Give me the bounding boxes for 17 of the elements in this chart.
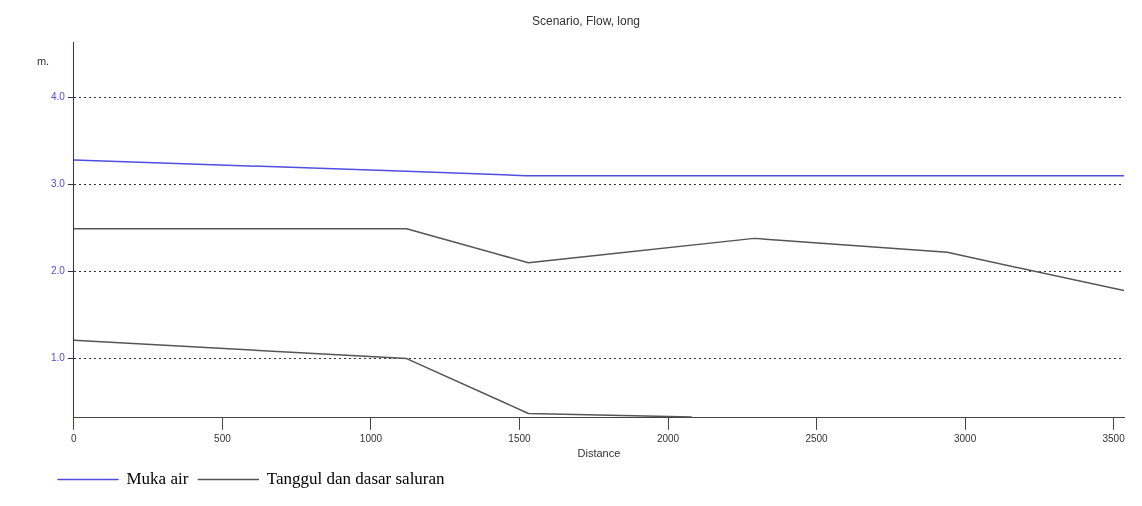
y-axis-title: m. — [36, 55, 50, 68]
chart-title: Scenario, Flow, long — [531, 13, 641, 28]
y-tick-label: 1.0 — [51, 352, 66, 364]
x-tick-label: 1000 — [359, 432, 383, 444]
legend-label: Tanggul dan dasar saluran — [266, 468, 446, 488]
x-tick-label: 3500 — [1102, 432, 1126, 444]
y-tick-label: 4.0 — [51, 91, 66, 103]
x-tick-label: 500 — [214, 432, 232, 444]
y-tick-label: 3.0 — [51, 178, 66, 190]
x-tick-label: 2500 — [805, 432, 829, 444]
x-tick-label: 0 — [71, 432, 78, 444]
x-tick-label: 1500 — [508, 432, 532, 444]
x-tick-label: 2000 — [656, 432, 680, 444]
y-tick-label: 2.0 — [51, 265, 66, 277]
x-tick-label: 3000 — [953, 432, 977, 444]
x-axis-title: Distance — [577, 447, 621, 460]
legend-label: Muka air — [126, 468, 189, 488]
